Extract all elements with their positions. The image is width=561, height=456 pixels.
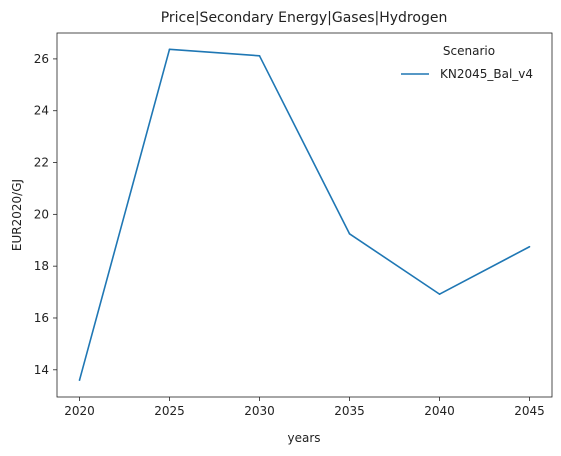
x-tick-label: 2035 (334, 404, 365, 418)
plot-frame (56, 32, 553, 398)
x-tick-label: 2030 (244, 404, 275, 418)
y-tick-label: 26 (34, 52, 49, 66)
y-axis-label: EUR2020/GJ (10, 179, 24, 251)
x-tick-label: 2020 (64, 404, 95, 418)
legend-title: Scenario (443, 44, 495, 58)
data-point (258, 54, 261, 57)
chart-title: Price|Secondary Energy|Gases|Hydrogen (161, 10, 448, 26)
data-point (528, 245, 531, 248)
series-layer (78, 48, 531, 381)
x-tick-label: 2040 (424, 404, 455, 418)
legend-label: KN2045_Bal_v4 (440, 67, 533, 81)
x-axis: 2020 2025 2030 2035 2040 2045 (64, 397, 545, 418)
x-tick-label: 2045 (514, 404, 545, 418)
y-tick-label: 16 (34, 311, 49, 325)
y-axis: 14 16 18 20 22 24 26 (34, 52, 57, 377)
y-tick-label: 14 (34, 363, 49, 377)
y-tick-label: 24 (34, 104, 49, 118)
x-tick-label: 2025 (154, 404, 185, 418)
x-axis-label: years (287, 431, 320, 445)
y-tick-label: 20 (34, 207, 49, 221)
y-tick-label: 22 (34, 156, 49, 170)
series-line (78, 48, 530, 381)
data-point (438, 293, 441, 295)
data-point (78, 379, 81, 381)
data-point (348, 232, 351, 235)
legend: Scenario KN2045_Bal_v4 (401, 44, 533, 81)
data-point (168, 48, 171, 51)
y-tick-label: 18 (34, 259, 49, 273)
